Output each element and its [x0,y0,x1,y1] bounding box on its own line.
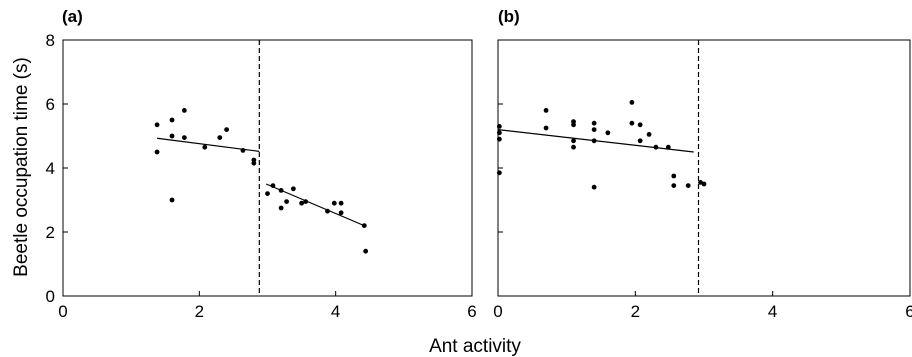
panel-a-data-point [240,148,246,153]
panel-b-data-point [671,173,677,179]
panel-b-data-point [543,125,549,131]
panel-b-data-point [591,127,597,132]
panel-a-y-tick-label: 8 [46,31,55,50]
panel-b-data-point [637,122,643,128]
panel-a-data-point [363,248,369,254]
panel-a-y-tick-label: 4 [46,159,55,178]
panel-a-data-point [325,208,330,214]
panel-a-data-point [224,127,230,132]
panel-a-data-point [169,133,175,139]
panel-b-x-tick-label: 4 [768,302,777,321]
panel-b-data-point [646,132,652,137]
panel-a-plot-frame [62,39,473,297]
panel-a-data-point [154,149,160,155]
panel-a-data-point [265,191,270,197]
panel-a: 0 2 4 6 0 2 4 6 8 [46,31,477,321]
panel-b-plot-frame [497,39,911,297]
panel-b-data-point [496,124,502,129]
panel-b-data-point [671,183,677,189]
panel-b-x-tick-label: 6 [905,302,912,321]
panel-a-data-point [217,135,223,141]
panel-a-y-tick-label: 6 [46,95,55,114]
panel-a-y-tick-label: 0 [46,287,55,306]
panel-b-data-point [665,144,671,150]
panel-a-data-point [361,223,367,229]
panel-b-data-point [496,170,502,176]
panel-a-x-tick-label: 0 [58,302,67,321]
panel-a-data-point [331,200,337,206]
panel-b-data-point [571,138,576,144]
panel-a-data-point [270,183,276,189]
panel-a-data-point [284,199,289,205]
panel-a-data-point [299,200,304,206]
panel-b-data-point [496,136,502,142]
panel-a-data-point [251,160,257,166]
x-axis-title: Ant activity [429,336,521,357]
panel-b-data-point [637,138,643,144]
panel-b-data-point [685,183,691,189]
panel-b: 0 2 4 6 [493,39,912,321]
panel-b-data-point [591,120,597,126]
panel-a-data-point [181,108,187,113]
panel-a-data-point [338,210,344,216]
panel-b-data-point [591,184,597,190]
panel-b-data-point [605,130,611,136]
panel-a-data-point [181,135,187,141]
panel-a-label: (a) [62,7,83,26]
panel-a-data-point [169,197,175,203]
panel-a-data-point [291,186,296,192]
panel-b-data-point [629,100,635,105]
panel-a-y-tick-label: 2 [46,223,55,242]
panel-b-data-point [496,130,502,136]
y-axis-title: Beetle occupation time (s) [11,57,32,277]
panel-a-data-point [154,122,160,128]
panel-b-data-point [571,122,576,128]
panel-a-data-point [303,199,309,205]
panel-a-x-tick-label: 6 [467,302,476,321]
panel-b-data-point [629,120,635,126]
panel-a-data-point [278,188,284,193]
panel-a-data-point [169,117,175,123]
panel-b-data-point [653,144,659,150]
panel-b-data-point [591,138,597,144]
panel-b-data-point [571,144,576,150]
panel-b-data-point [543,108,549,113]
panel-a-data-point [338,200,344,206]
panel-a-x-tick-label: 2 [195,302,204,321]
panel-a-data-point [202,144,208,150]
panel-b-x-tick-label: 2 [631,302,640,321]
panel-b-x-tick-label: 0 [493,302,502,321]
panel-a-data-point [278,205,284,211]
panel-a-x-tick-label: 4 [331,302,340,321]
panel-b-data-point [701,181,707,187]
panel-b-label: (b) [498,7,520,26]
